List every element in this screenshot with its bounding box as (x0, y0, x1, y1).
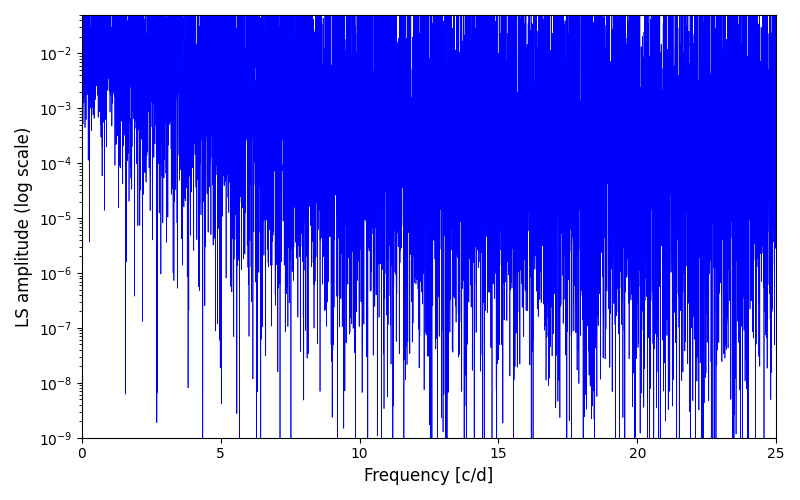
Y-axis label: LS amplitude (log scale): LS amplitude (log scale) (15, 126, 33, 326)
X-axis label: Frequency [c/d]: Frequency [c/d] (364, 467, 494, 485)
